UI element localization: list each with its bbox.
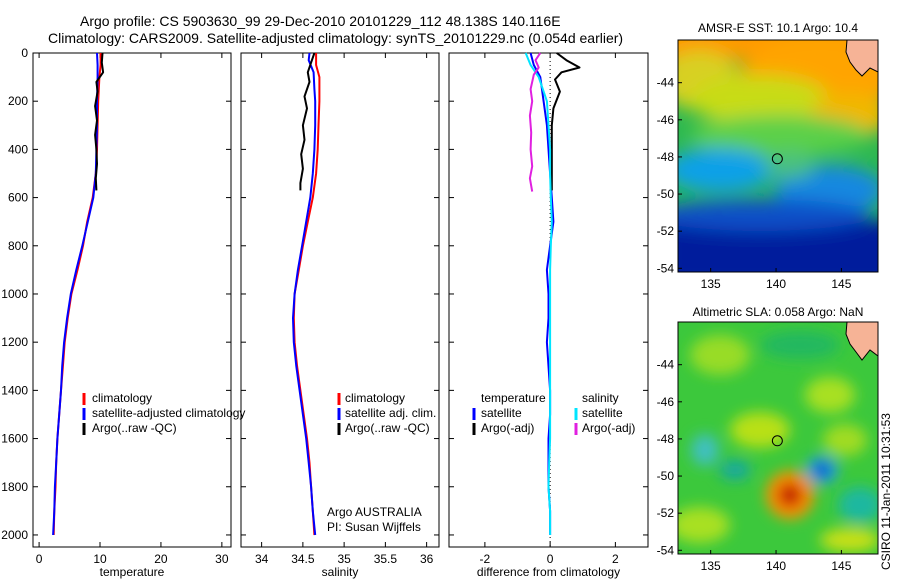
sla_map-ytick-label: -52: [657, 506, 675, 520]
salinity-xtick-label: 34: [255, 552, 269, 566]
temperature-legend: climatology satellite-adjusted climatolo…: [82, 391, 245, 435]
sst_map-ytick-label: -48: [657, 150, 675, 164]
sst_map-ytick-label: -50: [657, 187, 675, 201]
sla_map-frame: [677, 321, 879, 555]
salinity-axes-box: [240, 52, 440, 548]
temperature-axes-box: [32, 52, 232, 548]
sst_map-argo-position-marker: [771, 153, 783, 165]
temperature-xlabel: temperature: [100, 565, 165, 579]
sst_map-axes: 135 140 145 -44 -46 -48 -50 -52 -54: [657, 39, 879, 291]
temperature-xtick-label: 20: [154, 552, 168, 566]
temperature-series-0: [52, 53, 102, 536]
sla_map-xtick-label: 145: [831, 559, 851, 573]
difference-series-0: [529, 52, 555, 535]
depth-tick-label: 1800: [1, 480, 28, 494]
depth-tick-label: 1200: [1, 335, 28, 349]
depth-tick-label: 0: [21, 46, 28, 60]
legend-sal-climatology: climatology: [345, 391, 405, 405]
legend-argo-raw: Argo(..raw -QC): [92, 421, 177, 435]
depth-tick-label: 800: [8, 239, 28, 253]
sst_map-xtick-label: 140: [766, 277, 786, 291]
difference-xtick-label: 0: [547, 552, 554, 566]
sst_map-frame: [677, 39, 879, 273]
temperature-panel: 0 10 20 30 0 200 400 600 800 1000 1200 1400 1600 1800…: [1, 46, 232, 579]
sla_map-axes: 135 140 145 -44 -46 -48 -50 -52 -54: [657, 321, 879, 573]
depth-tick-label: 200: [8, 94, 28, 108]
difference-xtick-label: -2: [480, 552, 491, 566]
salinity-xtick-label: 36: [420, 552, 434, 566]
temperature-series-1: [52, 52, 99, 536]
figure-title-line1: Argo profile: CS 5903630_99 29-Dec-2010 …: [80, 13, 561, 29]
sla_map-xtick-label: 135: [701, 559, 721, 573]
sst-map-title: AMSR-E SST: 10.1 Argo: 10.4: [698, 21, 858, 35]
temperature-xtick-label: 10: [93, 552, 107, 566]
figure-title-line2: Climatology: CARS2009. Satellite-adjuste…: [48, 30, 623, 46]
legend-s-argo: Argo(-adj): [582, 421, 635, 435]
sla_map-ytick-label: -50: [657, 469, 675, 483]
depth-tick-label: 1000: [1, 287, 28, 301]
sst_map-xtick-label: 135: [701, 277, 721, 291]
legend-t-argo: Argo(-adj): [481, 421, 534, 435]
sst_map-xtick-label: 145: [831, 277, 851, 291]
sla-map-field: [678, 322, 878, 554]
salinity-xtick-label: 35.5: [374, 552, 398, 566]
sst-map-field: [678, 40, 878, 272]
salinity-series-1: [292, 52, 317, 536]
salinity-xlabel: salinity: [322, 565, 359, 579]
sla-map-title: Altimetric SLA: 0.058 Argo: NaN: [693, 305, 864, 319]
depth-tick-label: 1400: [1, 383, 28, 397]
difference-xtick-label: 2: [612, 552, 619, 566]
csiro-timestamp: CSIRO 11-Jan-2011 10:31:53: [879, 413, 893, 570]
sst_map-ytick-label: -44: [657, 76, 675, 90]
temperature-series-2: [94, 52, 105, 191]
salinity-xtick-label: 35: [337, 552, 351, 566]
pi-label: PI: Susan Wijffels: [327, 520, 421, 534]
legend-sal-satellite: satellite adj. clim.: [345, 406, 436, 420]
salinity-xtick-label: 34.5: [291, 552, 315, 566]
sla_map-ytick-label: -48: [657, 432, 675, 446]
sst_map-ytick-label: -54: [657, 261, 675, 275]
legend-climatology: climatology: [92, 391, 152, 405]
depth-tick-label: 600: [8, 191, 28, 205]
temperature-xtick-label: 0: [36, 552, 43, 566]
legend-s-satellite: satellite: [582, 406, 623, 420]
legend-header-salinity: salinity: [582, 391, 619, 405]
legend-sal-argo: Argo(..raw -QC): [345, 421, 430, 435]
salinity-series-2: [299, 52, 316, 191]
legend-satellite-adjusted: satellite-adjusted climatology: [92, 406, 245, 420]
sla_map-ytick-label: -54: [657, 543, 675, 557]
depth-tick-label: 2000: [1, 528, 28, 542]
difference-xlabel: difference from climatology: [477, 565, 620, 579]
temperature-xtick-label: 30: [215, 552, 229, 566]
legend-header-temperature: temperature: [481, 391, 546, 405]
difference-axes-box: [448, 52, 649, 548]
depth-tick-label: 1600: [1, 432, 28, 446]
salinity-panel: 34 34.5 35 35.5 36 salinity: [240, 52, 440, 579]
salinity-legend: climatology satellite adj. clim. Argo(..…: [327, 391, 436, 534]
difference-series-3: [528, 52, 542, 192]
depth-tick-label: 400: [8, 142, 28, 156]
difference-series-2: [524, 52, 553, 535]
sla_map-xtick-label: 140: [766, 559, 786, 573]
legend-t-satellite: satellite: [481, 406, 522, 420]
sla_map-argo-position-marker: [771, 435, 783, 447]
sst_map-ytick-label: -46: [657, 113, 675, 127]
argo-australia-label: Argo AUSTRALIA: [327, 505, 422, 519]
difference-series-1: [550, 52, 581, 191]
difference-legend: temperature salinity satellite Argo(-adj…: [472, 391, 635, 435]
sst_map-ytick-label: -52: [657, 224, 675, 238]
sla_map-ytick-label: -46: [657, 395, 675, 409]
sla_map-ytick-label: -44: [657, 358, 675, 372]
